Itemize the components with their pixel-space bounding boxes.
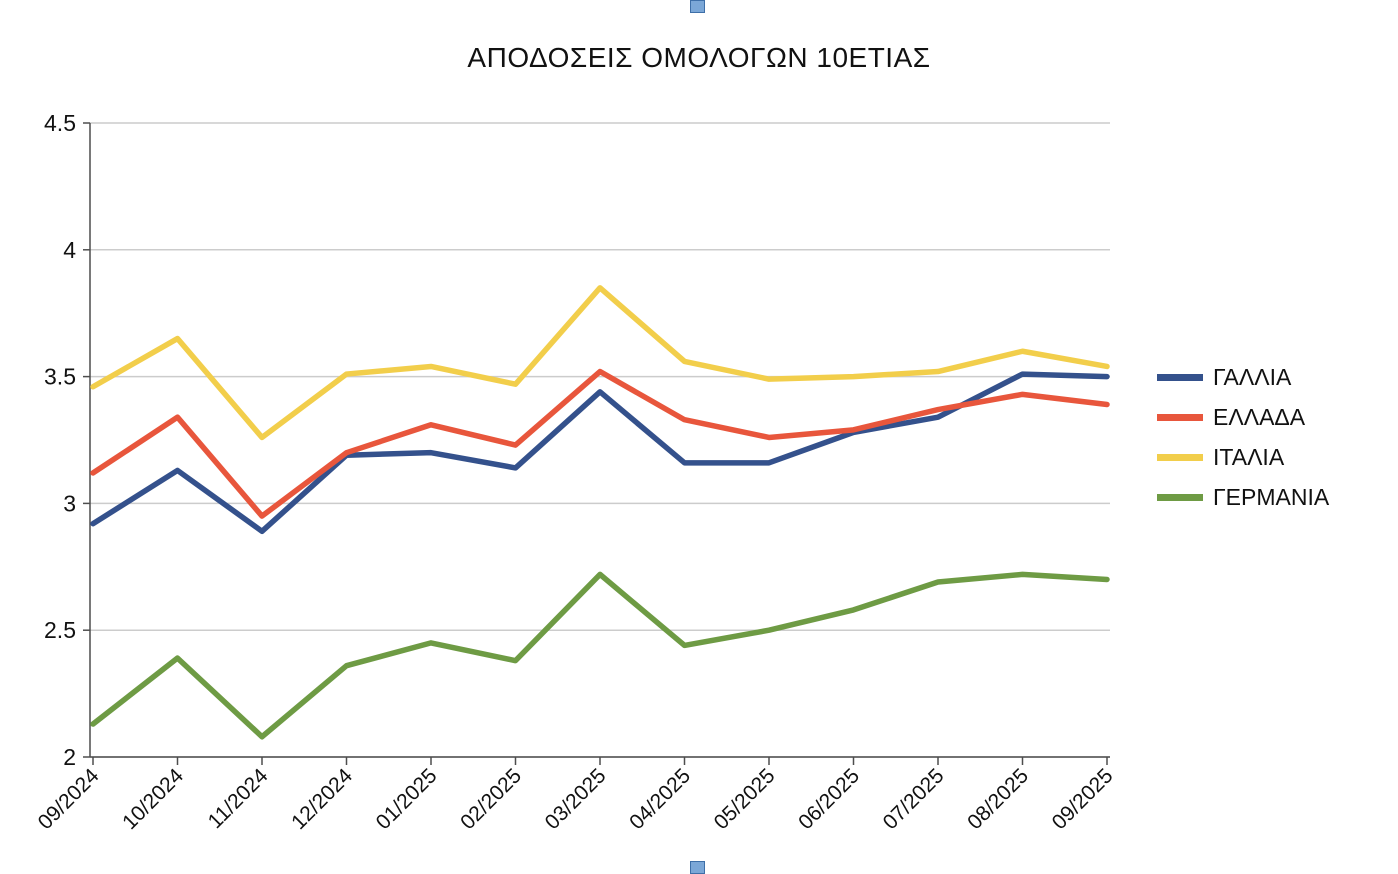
- y-tick-label: 2: [63, 744, 76, 770]
- y-tick-label: 2.5: [44, 617, 76, 643]
- legend-swatch: [1157, 454, 1203, 461]
- series-line-2: [90, 285, 1110, 441]
- legend-item: ΓΑΛΛΙΑ: [1157, 364, 1329, 391]
- y-tick-label: 4.5: [44, 110, 76, 136]
- y-tick-label: 3: [63, 490, 76, 516]
- legend-item: ΓΕΡΜΑΝΙΑ: [1157, 484, 1329, 511]
- x-tick-label: 09/2024: [34, 764, 104, 834]
- x-tick-label: 01/2025: [372, 764, 442, 834]
- x-tick-label: 11/2024: [204, 764, 273, 833]
- legend-item: ΙΤΑΛΙΑ: [1157, 444, 1329, 471]
- selection-handle-top[interactable]: [690, 0, 705, 13]
- x-tick-label: 07/2025: [879, 764, 949, 834]
- legend-label: ΕΛΛΑΔΑ: [1213, 404, 1306, 430]
- x-tick-label: 06/2025: [794, 764, 864, 834]
- legend-swatch: [1157, 374, 1203, 381]
- x-tick-label: 12/2024: [287, 764, 357, 834]
- y-tick-label: 4: [63, 237, 76, 263]
- chart-title: ΑΠΟΔΟΣΕΙΣ ΟΜΟΛΟΓΩΝ 10ΕΤΙΑΣ: [467, 42, 931, 73]
- legend-swatch: [1157, 494, 1203, 501]
- x-tick-label: 08/2025: [963, 764, 1033, 834]
- chart-legend: ΓΑΛΛΙΑ ΕΛΛΑΔΑ ΙΤΑΛΙΑ ΓΕΡΜΑΝΙΑ: [1157, 364, 1329, 511]
- x-tick-label: 05/2025: [710, 764, 780, 834]
- series-line-1: [90, 368, 1110, 519]
- series-line-0: [90, 371, 1110, 535]
- series-line-3: [90, 571, 1110, 740]
- legend-label: ΓΕΡΜΑΝΙΑ: [1213, 484, 1330, 510]
- x-tick-label: 09/2025: [1048, 764, 1118, 834]
- legend-label: ΙΤΑΛΙΑ: [1213, 444, 1285, 470]
- legend-item: ΕΛΛΑΔΑ: [1157, 404, 1329, 431]
- x-tick-label: 03/2025: [541, 764, 611, 834]
- x-tick-label: 02/2025: [456, 764, 526, 834]
- x-tick-label: 10/2024: [118, 764, 188, 834]
- legend-swatch: [1157, 414, 1203, 421]
- y-tick-label: 3.5: [44, 364, 76, 390]
- legend-label: ΓΑΛΛΙΑ: [1213, 364, 1292, 390]
- x-tick-label: 04/2025: [625, 764, 695, 834]
